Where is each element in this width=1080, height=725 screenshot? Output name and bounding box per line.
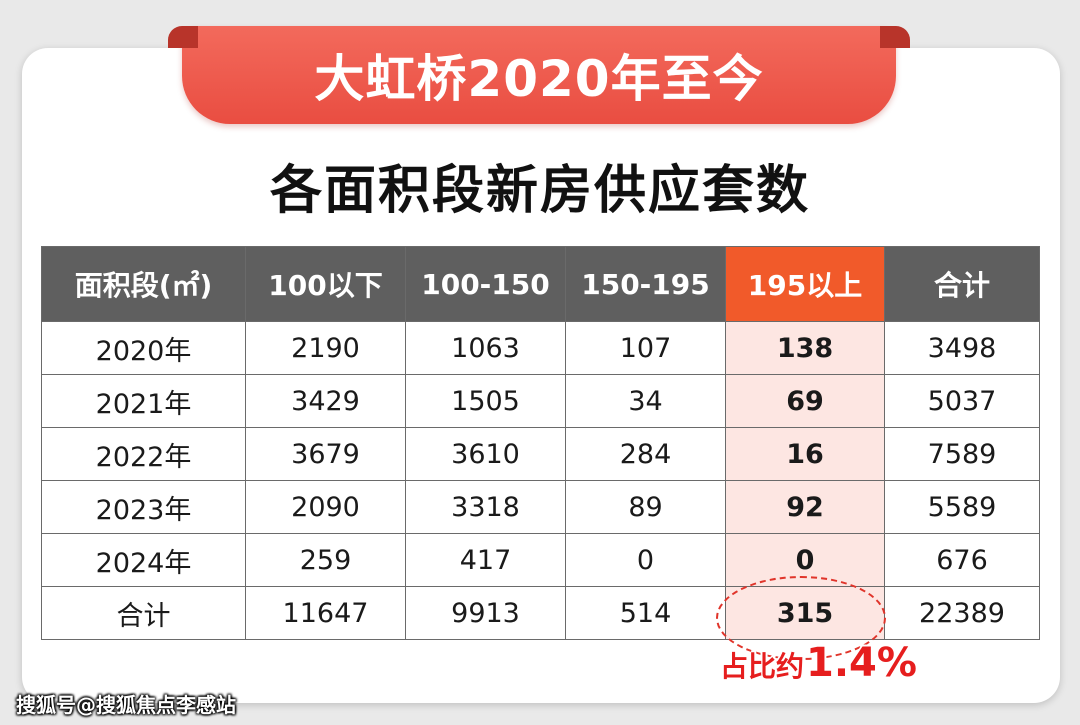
header-total: 合计 bbox=[884, 246, 1040, 322]
year-cell: 合计 bbox=[41, 586, 246, 640]
under-100-cell: 3429 bbox=[245, 374, 406, 428]
150-195-cell: 34 bbox=[565, 374, 726, 428]
over-195-cell: 315 bbox=[725, 586, 885, 640]
under-100-cell: 259 bbox=[245, 533, 406, 587]
title-banner: 大虹桥2020年至今 bbox=[168, 26, 910, 124]
100-150-cell: 9913 bbox=[405, 586, 566, 640]
table-header-row: 面积段(㎡) 100以下 100-150 150-195 195以上 合计 bbox=[41, 246, 1040, 322]
total-cell: 5037 bbox=[884, 374, 1040, 428]
150-195-cell: 107 bbox=[565, 321, 726, 375]
table-row: 2024年 259 417 0 0 676 bbox=[41, 533, 1040, 587]
header-150-195: 150-195 bbox=[565, 246, 726, 322]
100-150-cell: 1505 bbox=[405, 374, 566, 428]
ratio-value: 1.4% bbox=[806, 640, 917, 686]
banner-title: 大虹桥2020年至今 bbox=[314, 50, 764, 108]
over-195-cell: 69 bbox=[725, 374, 885, 428]
100-150-cell: 3318 bbox=[405, 480, 566, 534]
year-cell: 2023年 bbox=[41, 480, 246, 534]
under-100-cell: 2090 bbox=[245, 480, 406, 534]
100-150-cell: 417 bbox=[405, 533, 566, 587]
100-150-cell: 3610 bbox=[405, 427, 566, 481]
header-area-range: 面积段(㎡) bbox=[41, 246, 246, 322]
table-row: 合计 11647 9913 514 315 22389 bbox=[41, 586, 1040, 640]
header-under-100: 100以下 bbox=[245, 246, 406, 322]
year-cell: 2022年 bbox=[41, 427, 246, 481]
over-195-cell: 92 bbox=[725, 480, 885, 534]
under-100-cell: 11647 bbox=[245, 586, 406, 640]
supply-table: 面积段(㎡) 100以下 100-150 150-195 195以上 合计 20… bbox=[41, 246, 1040, 640]
ratio-prefix: 占比约 bbox=[720, 650, 805, 683]
table-row: 2023年 2090 3318 89 92 5589 bbox=[41, 480, 1040, 534]
100-150-cell: 1063 bbox=[405, 321, 566, 375]
header-over-195: 195以上 bbox=[725, 246, 885, 322]
over-195-cell: 138 bbox=[725, 321, 885, 375]
under-100-cell: 3679 bbox=[245, 427, 406, 481]
table-row: 2020年 2190 1063 107 138 3498 bbox=[41, 321, 1040, 375]
150-195-cell: 514 bbox=[565, 586, 726, 640]
total-cell: 5589 bbox=[884, 480, 1040, 534]
150-195-cell: 89 bbox=[565, 480, 726, 534]
watermark: 搜狐号@搜狐焦点李感站 bbox=[16, 693, 236, 717]
ratio-annotation: 占比约 1.4% bbox=[720, 640, 917, 686]
over-195-cell: 0 bbox=[725, 533, 885, 587]
table-row: 2022年 3679 3610 284 16 7589 bbox=[41, 427, 1040, 481]
150-195-cell: 284 bbox=[565, 427, 726, 481]
total-cell: 22389 bbox=[884, 586, 1040, 640]
150-195-cell: 0 bbox=[565, 533, 726, 587]
total-cell: 676 bbox=[884, 533, 1040, 587]
under-100-cell: 2190 bbox=[245, 321, 406, 375]
year-cell: 2024年 bbox=[41, 533, 246, 587]
year-cell: 2020年 bbox=[41, 321, 246, 375]
total-cell: 7589 bbox=[884, 427, 1040, 481]
total-cell: 3498 bbox=[884, 321, 1040, 375]
header-100-150: 100-150 bbox=[405, 246, 566, 322]
table-row: 2021年 3429 1505 34 69 5037 bbox=[41, 374, 1040, 428]
page-subtitle: 各面积段新房供应套数 bbox=[269, 161, 810, 221]
over-195-cell: 16 bbox=[725, 427, 885, 481]
year-cell: 2021年 bbox=[41, 374, 246, 428]
